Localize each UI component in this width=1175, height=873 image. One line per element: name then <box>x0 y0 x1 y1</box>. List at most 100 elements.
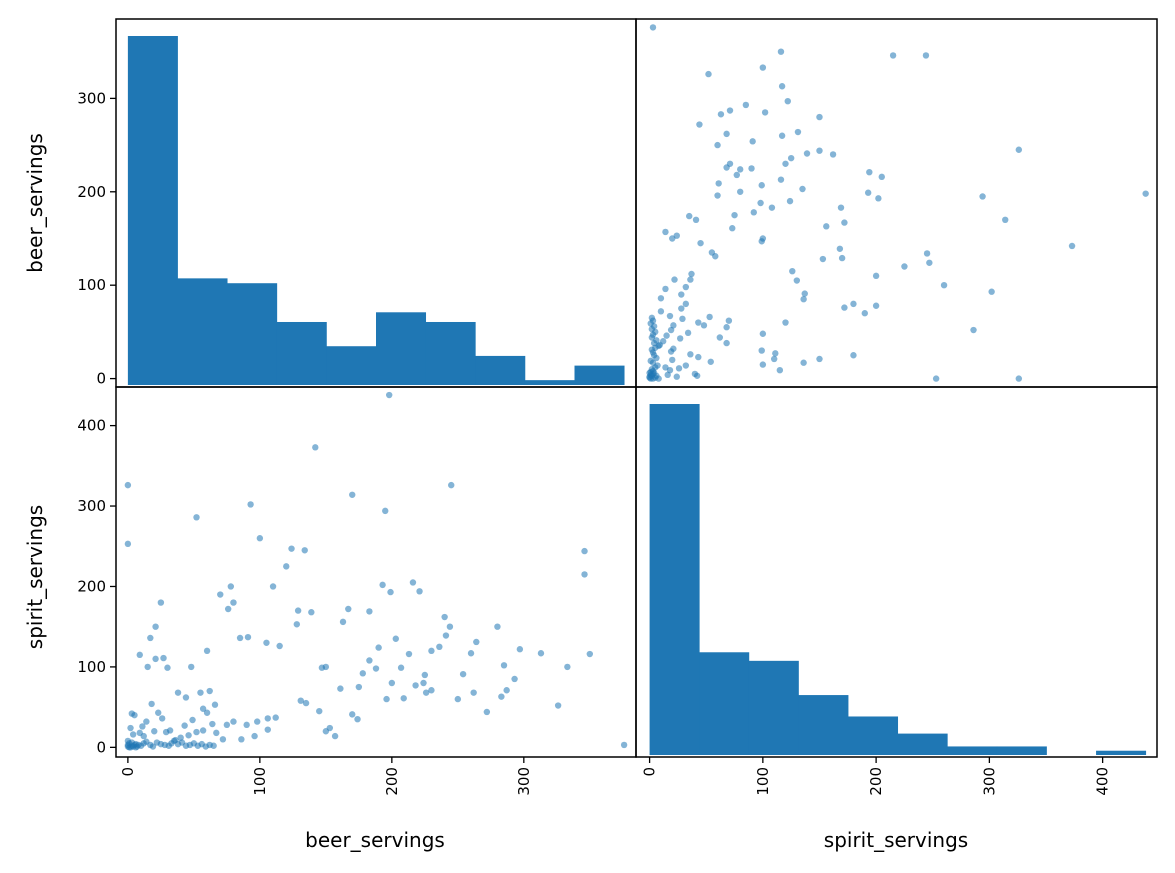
x-tick-label: 200 <box>383 767 401 796</box>
scatter-point <box>131 741 138 749</box>
scatter-point <box>657 295 665 302</box>
scatter-point <box>158 715 166 722</box>
scatter-point <box>850 352 857 359</box>
scatter-point <box>737 188 744 195</box>
y-tick-label: 200 <box>77 183 106 201</box>
scatter-point <box>926 259 933 266</box>
scatter-point <box>678 305 685 312</box>
y-tick-label: 400 <box>77 417 106 435</box>
x-tick-label: 100 <box>251 767 269 796</box>
scatter-point <box>705 70 712 78</box>
scatter-point <box>676 335 684 342</box>
scatter-point <box>224 605 232 613</box>
scatter-point <box>649 24 657 31</box>
scatter-point <box>355 683 363 691</box>
scatter-point <box>816 147 823 154</box>
scatter-point <box>923 250 931 257</box>
scatter-point <box>861 310 868 317</box>
scatter-point <box>366 608 373 615</box>
scatter-point <box>494 623 501 630</box>
spirit-histogram-bar <box>996 746 1047 755</box>
scatter-point <box>742 101 750 109</box>
scatter-point <box>759 330 767 337</box>
scatter-point <box>819 255 827 263</box>
scatter-point <box>375 644 382 651</box>
beer-histogram-bar <box>425 321 476 385</box>
scatter-point <box>776 366 784 374</box>
spirit-histogram-bar <box>1096 750 1147 755</box>
scatter-point <box>217 591 224 598</box>
scatter-point <box>688 270 695 278</box>
scatter-point <box>337 685 344 692</box>
scatter-point <box>143 718 150 725</box>
beer-histogram-bar <box>376 312 427 385</box>
x-tick-label: 300 <box>515 767 533 796</box>
scatter-point <box>708 249 716 256</box>
scatter-point <box>695 353 702 361</box>
scatter-point <box>889 52 897 59</box>
scatter-point <box>182 694 190 701</box>
scatter-point <box>581 571 588 578</box>
scatter-point <box>657 308 665 315</box>
scatter-point <box>199 727 207 734</box>
scatter-point <box>586 650 594 658</box>
scatter-point <box>662 285 669 293</box>
scatter-point <box>193 514 200 521</box>
scatter-point <box>620 741 628 749</box>
scatter-point <box>731 211 738 219</box>
scatter-point <box>247 501 254 508</box>
scatter-point <box>750 209 757 216</box>
scatter-point <box>669 356 676 364</box>
scatter-point <box>197 689 204 696</box>
scatter-point <box>564 663 571 671</box>
scatter-point <box>687 351 694 358</box>
scatter-point <box>801 290 808 297</box>
beer-histogram-bar <box>475 355 526 385</box>
scatter-point <box>256 535 264 542</box>
x-axis-label-spirit-servings: spirit_servings <box>824 828 968 852</box>
scatter-point <box>682 283 690 291</box>
scatter-point <box>203 709 211 716</box>
scatter-point <box>836 245 844 252</box>
scatter-point <box>757 199 764 207</box>
scatter-point <box>316 707 323 715</box>
scatter-point <box>823 223 830 230</box>
scatter-point <box>554 702 562 709</box>
scatter-point <box>684 329 692 337</box>
scatter-point <box>276 642 283 650</box>
x-tick-label: 0 <box>119 767 137 777</box>
spirit-histogram-bar <box>848 716 899 755</box>
scatter-point <box>970 326 977 334</box>
y-tick-label: 300 <box>77 89 106 107</box>
scatter-point <box>400 695 407 702</box>
scatter-point <box>759 361 767 368</box>
scatter-point <box>778 83 786 90</box>
scatter-point <box>516 646 524 653</box>
scatter-point <box>716 334 724 341</box>
scatter-point <box>388 679 396 687</box>
scatter-point <box>211 701 219 708</box>
scatter-point <box>706 313 713 321</box>
scatter-point <box>649 370 657 378</box>
scatter-point <box>349 711 356 718</box>
scatter-point <box>219 736 227 743</box>
beer-histogram-bar <box>326 346 377 385</box>
scatter-point <box>666 312 674 320</box>
scatter-point <box>238 736 245 743</box>
scatter-point <box>441 613 448 621</box>
scatter-point <box>692 216 700 224</box>
scatter-point <box>864 189 872 196</box>
x-tick-label: 300 <box>980 767 998 796</box>
beer-histogram-bar <box>227 283 278 385</box>
scatter-point <box>144 663 151 671</box>
scatter-point <box>308 609 315 616</box>
scatter-point <box>188 663 195 671</box>
scatter-point <box>901 263 908 270</box>
scatter-point <box>700 322 708 329</box>
scatter-point <box>230 718 237 725</box>
scatter-point <box>124 540 132 548</box>
scatter-point <box>777 176 785 183</box>
scatter-point <box>691 370 699 378</box>
scatter-point <box>1015 375 1023 382</box>
